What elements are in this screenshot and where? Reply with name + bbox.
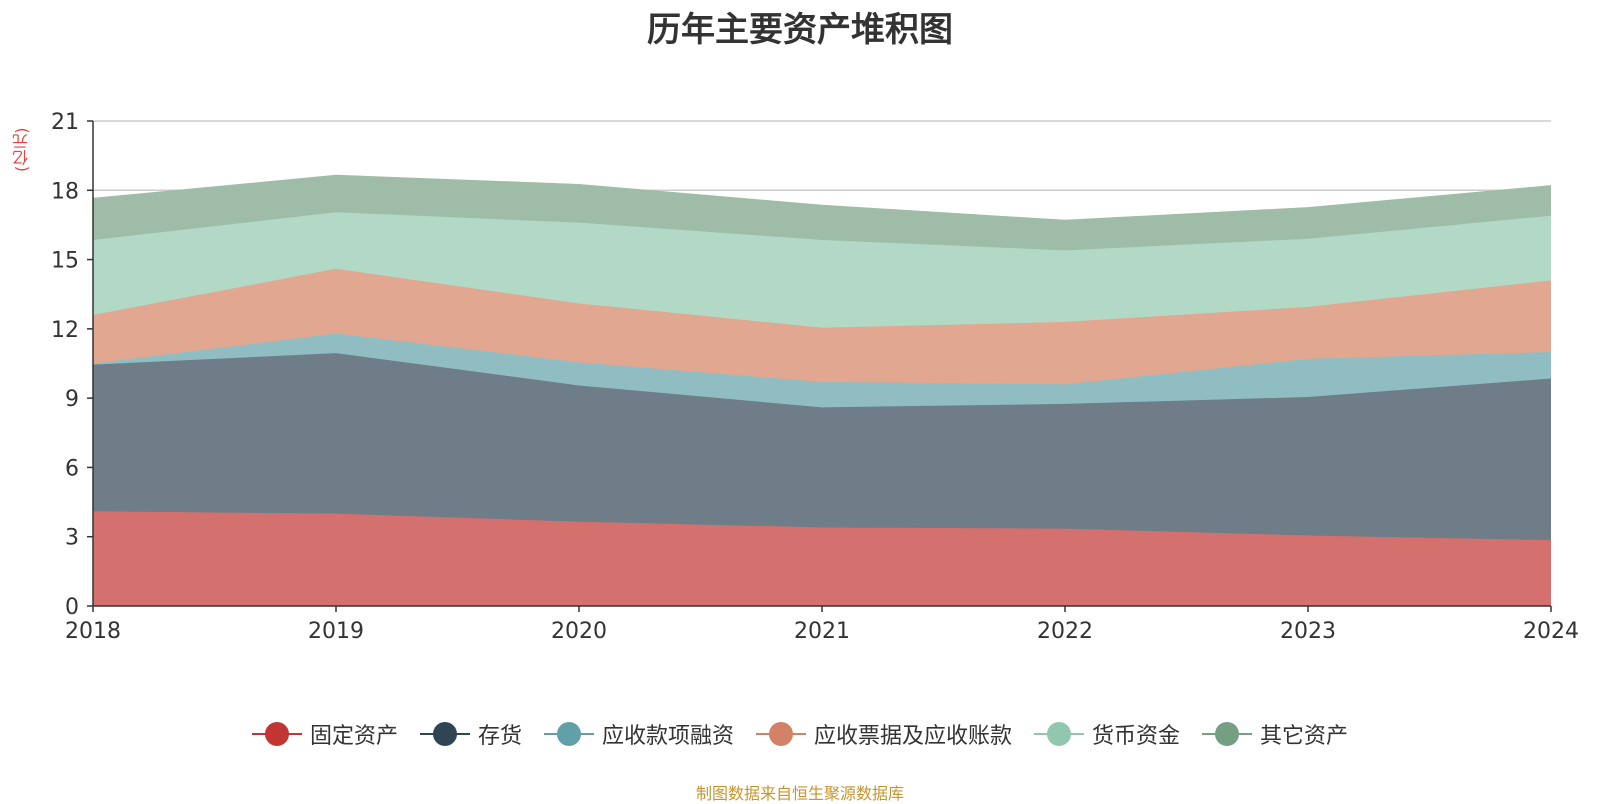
legend-marker — [1202, 722, 1253, 746]
legend-marker — [251, 722, 302, 746]
area-series-6-edge — [92, 174, 1552, 221]
legend-label: 固定资产 — [309, 724, 398, 749]
x-tick-label: 2020 — [551, 619, 607, 644]
legend-label: 存货 — [477, 724, 522, 749]
legend-item-1[interactable]: 固定资产 — [251, 718, 398, 750]
y-tick-label: 21 — [51, 110, 79, 135]
x-tick-label: 2019 — [308, 619, 364, 644]
x-tick-label: 2023 — [1280, 619, 1336, 644]
legend-item-5[interactable]: 货币资金 — [1034, 718, 1180, 750]
y-tick-label: 6 — [65, 456, 79, 481]
legend-item-2[interactable]: 存货 — [419, 718, 522, 750]
legend-label: 其它资产 — [1260, 724, 1349, 749]
data-source-note: 制图数据来自恒生聚源数据库 — [695, 784, 904, 803]
area-series-2[interactable] — [93, 353, 1551, 541]
x-tick-label: 2022 — [1037, 619, 1093, 644]
area-series-6[interactable] — [93, 175, 1551, 251]
stacked-area-chart: 0 3 6 9 12 15 18 21 2018 2019 2020 2021 2022 2023 2024 — [51, 110, 1579, 644]
legend-marker — [543, 722, 594, 746]
axes: 0 3 6 9 12 15 18 21 2018 2019 2020 2021 2022 2023 2024 — [51, 110, 1579, 644]
legend-item-6[interactable]: 其它资产 — [1202, 718, 1348, 750]
legend-label: 货币资金 — [1092, 724, 1181, 749]
legend-label: 应收款项融资 — [601, 724, 734, 749]
y-tick-label: 18 — [51, 179, 79, 204]
chart-title: 历年主要资产堆积图 — [647, 10, 953, 50]
y-tick-label: 15 — [51, 249, 79, 274]
legend-marker — [1034, 722, 1085, 746]
x-tick-label: 2021 — [794, 619, 850, 644]
area-series-5[interactable] — [93, 212, 1551, 328]
y-tick-label: 0 — [65, 595, 79, 620]
area-series-3[interactable] — [93, 333, 1551, 408]
legend-marker — [419, 722, 470, 746]
y-tick-label: 9 — [65, 387, 79, 412]
area-series-1[interactable] — [93, 511, 1551, 606]
area-series — [92, 174, 1552, 606]
legend-item-3[interactable]: 应收款项融资 — [543, 718, 734, 750]
legend: 固定资产 存货 应收款项融资 应收票据及应收账款 货币资金 其它资产 — [0, 718, 1600, 750]
x-tick-label: 2024 — [1523, 619, 1579, 644]
y-tick-label: 12 — [51, 318, 79, 343]
legend-marker — [756, 722, 806, 746]
area-series-4[interactable] — [93, 268, 1551, 385]
legend-item-4[interactable]: 应收票据及应收账款 — [756, 718, 1012, 750]
y-tick-label: 3 — [65, 526, 79, 551]
x-tick-label: 2018 — [65, 619, 121, 644]
legend-label: 应收票据及应收账款 — [814, 724, 1013, 749]
